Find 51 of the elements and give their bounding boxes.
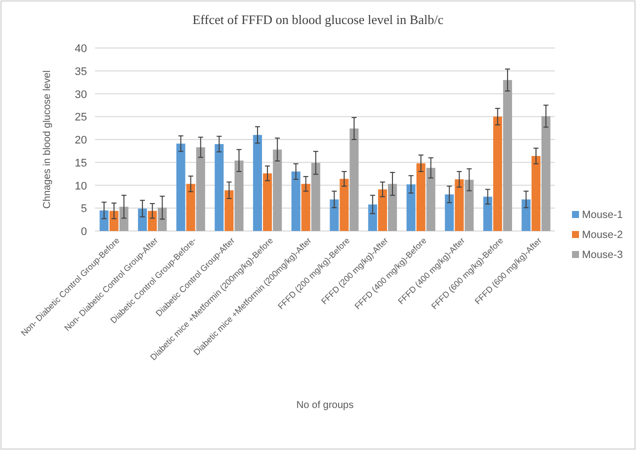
y-tick-label: 10 bbox=[74, 180, 87, 192]
bar bbox=[301, 184, 310, 231]
y-tick-label: 5 bbox=[80, 203, 87, 216]
bar bbox=[110, 210, 118, 231]
bar bbox=[464, 180, 474, 231]
bar bbox=[416, 163, 426, 231]
y-tick-label: 25 bbox=[74, 112, 87, 124]
bar bbox=[406, 184, 416, 231]
bar bbox=[522, 199, 531, 231]
bar bbox=[262, 173, 272, 231]
y-tick-label: 0 bbox=[80, 226, 87, 238]
bar bbox=[388, 184, 397, 231]
bar bbox=[483, 196, 492, 231]
bar bbox=[148, 210, 157, 231]
bar bbox=[176, 144, 186, 231]
bar bbox=[186, 184, 196, 231]
y-tick-label: 20 bbox=[74, 134, 87, 146]
bar bbox=[493, 116, 502, 231]
bar bbox=[368, 204, 378, 231]
bar bbox=[291, 172, 300, 231]
chart-title: Effcet of FFFD on blood glucose level in Balb/c bbox=[192, 12, 444, 27]
x-axis-title: No of groups bbox=[296, 400, 354, 411]
bar bbox=[119, 206, 128, 231]
bar bbox=[350, 128, 359, 231]
y-tick-label: 30 bbox=[74, 88, 87, 101]
bar bbox=[158, 208, 167, 231]
bar bbox=[503, 80, 512, 231]
bar bbox=[253, 134, 262, 231]
bar bbox=[340, 178, 349, 231]
bar bbox=[454, 179, 464, 231]
bar bbox=[272, 150, 282, 231]
y-tick-label: 40 bbox=[74, 43, 87, 55]
bar bbox=[444, 194, 454, 231]
bar bbox=[196, 147, 206, 231]
bar bbox=[214, 144, 224, 231]
bar bbox=[138, 208, 147, 231]
bar bbox=[100, 210, 109, 231]
y-tick-label: 35 bbox=[74, 66, 87, 78]
legend-label: Mouse-1 bbox=[582, 209, 624, 221]
bar bbox=[378, 189, 388, 231]
bar bbox=[532, 156, 540, 231]
y-tick-label: 15 bbox=[74, 157, 87, 170]
legend-label: Mouse-3 bbox=[582, 249, 624, 261]
bar bbox=[426, 168, 436, 231]
legend-label: Mouse-2 bbox=[582, 229, 624, 241]
bar bbox=[541, 116, 550, 231]
bar bbox=[330, 199, 339, 231]
bar bbox=[234, 160, 244, 231]
y-axis-title: Chnages in blood glucose level bbox=[42, 70, 53, 209]
bar bbox=[311, 162, 320, 231]
bar bbox=[224, 190, 234, 231]
